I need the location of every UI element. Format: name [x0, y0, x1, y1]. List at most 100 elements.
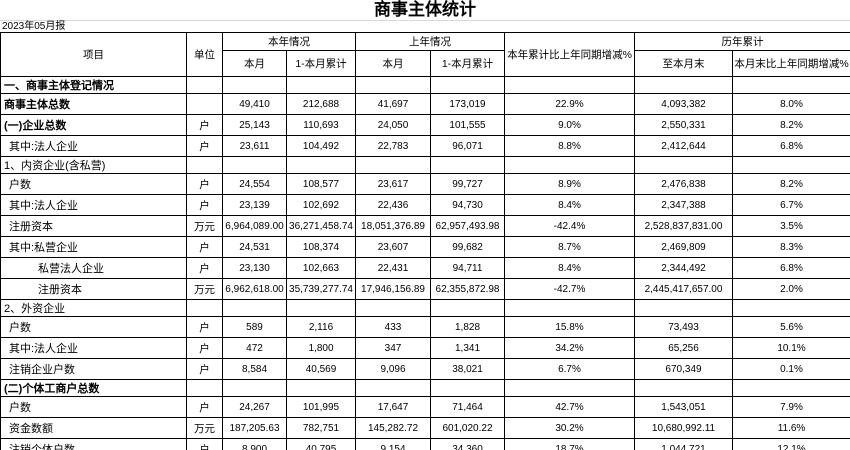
row-value: 96,071: [430, 135, 505, 157]
row-value: 0.1%: [732, 358, 850, 380]
row-value: 2.0%: [732, 278, 850, 300]
row-value: 601,020.22: [430, 417, 505, 439]
row-value: [634, 76, 733, 94]
row-value: 2,344,492: [634, 257, 733, 279]
row-value: 2,528,837,831.00: [634, 215, 733, 237]
table-row: 私营法人企业户 23,130 102,663 22,431 94,711 8.4% 2,34…: [0, 257, 850, 279]
row-value: [355, 76, 431, 94]
row-value: 104,492: [286, 135, 356, 157]
row-value: 108,374: [286, 236, 356, 258]
row-value: 670,349: [634, 358, 733, 380]
row-value: 25,143: [222, 114, 287, 136]
row-label: 户数: [0, 396, 187, 418]
row-value: 94,711: [430, 257, 505, 279]
row-value: 10,680,992.11: [634, 417, 733, 439]
row-value: 9.0%: [504, 114, 635, 136]
row-unit: 万元: [186, 278, 223, 300]
row-value: 3.5%: [732, 215, 850, 237]
row-value: 71,464: [430, 396, 505, 418]
row-value: 347: [355, 337, 431, 359]
row-value: [634, 379, 733, 397]
row-value: 22,436: [355, 194, 431, 216]
row-value: 1,341: [430, 337, 505, 359]
row-unit: 户: [186, 337, 223, 359]
row-value: [222, 299, 287, 317]
col-subheader-cumulative-ly: 1-本月累计: [430, 50, 505, 77]
row-value: 11.6%: [732, 417, 850, 439]
table-row: 户数户 589 2,116 433 1,828 15.8% 73,493 5.6%: [0, 316, 850, 338]
row-value: 6.8%: [732, 135, 850, 157]
row-value: 9,096: [355, 358, 431, 380]
row-value: 6.7%: [732, 194, 850, 216]
col-subheader-to-month-end: 至本月末: [634, 50, 733, 77]
row-value: 34.2%: [504, 337, 635, 359]
row-value: [222, 156, 287, 174]
row-value: [504, 156, 635, 174]
row-value: 18.7%: [504, 438, 635, 450]
row-value: 40,569: [286, 358, 356, 380]
row-unit: 户: [186, 135, 223, 157]
row-value: 40,795: [286, 438, 356, 450]
row-value: 35,739,277.74: [286, 278, 356, 300]
table-row: 一、商事主体登记情况: [0, 76, 850, 94]
row-label: 其中:法人企业: [0, 135, 187, 157]
row-value: 8.4%: [504, 257, 635, 279]
row-value: 589: [222, 316, 287, 338]
row-value: 12.1%: [732, 438, 850, 450]
col-subheader-this-month: 本月: [222, 50, 287, 77]
row-unit: [186, 76, 223, 94]
table-row: 注册资本 万元 6,962,618.00 35,739,277.74 17,946,15…: [0, 278, 850, 300]
row-value: 24,554: [222, 173, 287, 195]
row-unit: 户: [186, 236, 223, 258]
row-value: 49,410: [222, 93, 287, 115]
row-value: 2,445,417,657.00: [634, 278, 733, 300]
table-row: 户数户 24,554 108,577 23,617 99,727 8.9% 2,476,83…: [0, 173, 850, 195]
table-row: 注销个体户数户 8,900 40,795 9,154 34,360 18.7% 1,044,…: [0, 438, 850, 450]
row-unit: 万元: [186, 417, 223, 439]
table-row: 1、内资企业(含私营): [0, 156, 850, 174]
table-row: 其中:法人企业户 23,139 102,692 22,436 94,730 8.4% 2,3…: [0, 194, 850, 216]
statistics-table: 项目 单位 本年情况 上年情况 本年累计比上年同期增减% 历年累计 本月 1-本…: [0, 32, 850, 450]
row-value: 6,964,089.00: [222, 215, 287, 237]
row-unit: 户: [186, 358, 223, 380]
row-value: [430, 156, 505, 174]
row-value: 8.8%: [504, 135, 635, 157]
row-unit: 户: [186, 438, 223, 450]
row-value: 2,476,838: [634, 173, 733, 195]
row-unit: 户: [186, 316, 223, 338]
row-value: 782,751: [286, 417, 356, 439]
row-value: 8,584: [222, 358, 287, 380]
row-value: 2,347,388: [634, 194, 733, 216]
row-value: [222, 379, 287, 397]
row-unit: 户: [186, 114, 223, 136]
row-value: 1,828: [430, 316, 505, 338]
row-value: [355, 299, 431, 317]
row-value: 9,154: [355, 438, 431, 450]
row-value: 102,663: [286, 257, 356, 279]
col-subheader-month-end-yoy: 本月末比上年同期增减%: [732, 50, 850, 77]
row-label: 资金数额: [0, 417, 187, 439]
row-value: 24,050: [355, 114, 431, 136]
row-label: 2、外资企业: [0, 299, 187, 317]
row-unit: [186, 299, 223, 317]
row-value: 2,116: [286, 316, 356, 338]
row-value: 145,282.72: [355, 417, 431, 439]
row-value: -42.7%: [504, 278, 635, 300]
table-row: 资金数额 万元 187,205.63 782,751 145,282.72 601,020…: [0, 417, 850, 439]
row-value: 22.9%: [504, 93, 635, 115]
row-label: 其中:法人企业: [0, 194, 187, 216]
row-value: 17,946,156.89: [355, 278, 431, 300]
row-value: -42.4%: [504, 215, 635, 237]
row-value: 102,692: [286, 194, 356, 216]
row-unit: 户: [186, 396, 223, 418]
row-value: 8.0%: [732, 93, 850, 115]
col-header-this-year: 本年情况: [222, 32, 356, 51]
row-value: 173,019: [430, 93, 505, 115]
row-value: 41,697: [355, 93, 431, 115]
row-label: 注册资本: [0, 278, 187, 300]
col-header-unit: 单位: [186, 32, 223, 77]
row-value: 433: [355, 316, 431, 338]
row-value: [732, 379, 850, 397]
row-value: 94,730: [430, 194, 505, 216]
table-body: 一、商事主体登记情况 商事主体总数 49,410 212,688 41,697 173,0…: [0, 76, 850, 450]
